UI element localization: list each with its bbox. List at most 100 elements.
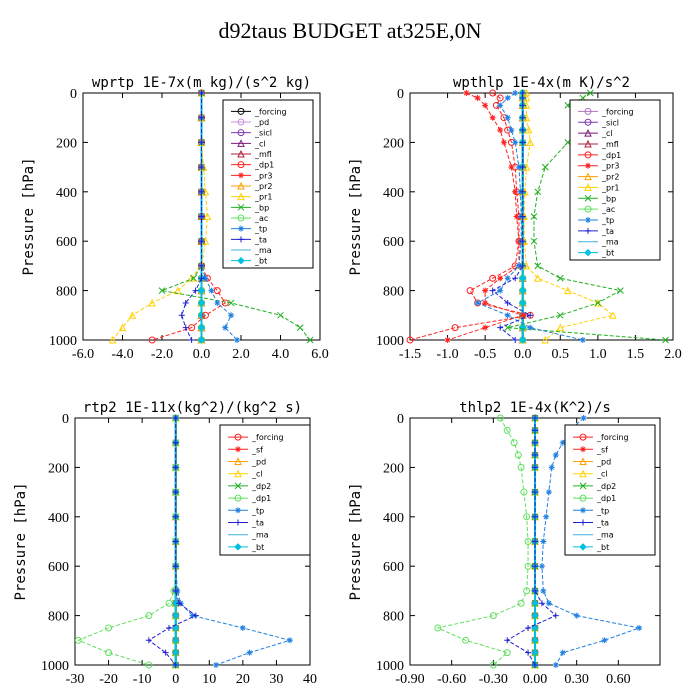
data-point — [520, 488, 528, 496]
data-point — [512, 275, 519, 282]
data-point — [489, 114, 496, 121]
legend-label: _bt — [596, 543, 609, 552]
legend-marker — [237, 192, 245, 201]
x-tick-label: -0.5 — [474, 347, 496, 362]
data-point — [214, 299, 221, 306]
data-point — [504, 299, 511, 306]
data-point — [148, 336, 156, 344]
y-axis-label: Pressure [hPa] — [13, 482, 29, 600]
data-point — [189, 612, 196, 619]
data-point — [497, 275, 504, 282]
legend-label: _dp1 — [254, 161, 274, 170]
chart-panel-3: rtp2 1E-11x(kg^2)/(kg^2 s) Pressure [hPa]… — [13, 400, 317, 687]
data-point — [580, 415, 587, 421]
data-point — [190, 274, 197, 282]
data-point — [545, 600, 552, 607]
data-point — [532, 439, 538, 446]
data-point — [198, 139, 205, 146]
data-point — [482, 324, 489, 331]
series-line — [112, 93, 208, 341]
data-point — [525, 624, 532, 631]
data-point — [531, 599, 539, 607]
series-tp — [474, 90, 586, 343]
x-tick-label: 1.5 — [627, 347, 645, 362]
x-tick-label: -10 — [133, 672, 152, 687]
legend-marker — [237, 214, 245, 222]
plot-frame — [409, 92, 674, 341]
data-point — [482, 299, 489, 306]
data-point — [198, 188, 205, 195]
x-tick-label: 0 — [172, 672, 179, 687]
data-point — [198, 164, 205, 171]
series-line — [506, 418, 557, 666]
data-point — [221, 299, 229, 307]
data-point — [552, 612, 559, 619]
data-point — [74, 636, 82, 644]
data-point — [197, 323, 206, 332]
x-tick-label: -0.60 — [437, 672, 466, 687]
data-point — [543, 513, 550, 520]
data-point — [538, 600, 545, 607]
data-point — [489, 612, 497, 620]
legend-box — [222, 99, 314, 269]
legend-marker — [584, 248, 592, 257]
data-point — [504, 114, 511, 121]
data-point — [541, 335, 550, 344]
data-point — [489, 89, 497, 97]
legend-marker — [237, 256, 245, 265]
data-point — [519, 164, 526, 171]
series-line — [541, 417, 642, 666]
legend-box — [219, 424, 311, 556]
data-point — [497, 127, 504, 134]
legend: _forcing_pd_sicl_cl_mfl_dp1_pr3_pr2_pr1_… — [222, 99, 314, 269]
data-point — [234, 337, 241, 343]
legend-marker — [237, 181, 245, 190]
legend: _forcing _sf _pd _cl _dp2 _dp1 _tp _ta _ma _bt — [219, 424, 311, 556]
legend-label: _sf — [251, 445, 263, 454]
legend-label: _mfl — [254, 150, 272, 159]
series-dp1 — [434, 414, 532, 669]
data-point — [489, 287, 496, 294]
data-point — [586, 89, 594, 97]
data-point — [500, 139, 507, 146]
legend-label: _ma — [254, 246, 272, 255]
data-point — [548, 464, 555, 471]
x-tick-label: 20 — [236, 672, 250, 687]
legend-label: _cl — [601, 129, 613, 138]
data-point — [118, 323, 127, 332]
series-line — [175, 418, 292, 666]
legend-marker — [584, 107, 592, 115]
data-point — [594, 299, 602, 307]
legend-marker — [237, 118, 245, 126]
legend-label: _tp — [596, 506, 609, 515]
x-tick-label: -6.0 — [72, 347, 94, 362]
x-tick-label: 0.0 — [193, 347, 211, 362]
data-point — [662, 336, 669, 344]
data-point — [527, 324, 534, 331]
series-line — [201, 93, 238, 341]
legend-label: _sicl — [254, 129, 272, 138]
legend-label: _ta — [254, 235, 267, 244]
data-point — [519, 94, 526, 101]
legend-marker — [585, 162, 591, 169]
data-point — [601, 637, 608, 644]
series-line — [77, 418, 177, 666]
data-point — [172, 636, 180, 645]
data-point — [105, 624, 113, 632]
data-point — [508, 164, 515, 171]
data-point — [482, 287, 489, 294]
legend-marker — [579, 494, 587, 502]
series-dp1 — [148, 89, 229, 344]
legend-marker — [235, 507, 241, 514]
data-point — [532, 489, 538, 496]
legend-label: _dp2 — [251, 482, 271, 491]
legend-marker — [238, 225, 244, 232]
legend-marker — [237, 203, 245, 211]
legend-marker — [235, 519, 241, 526]
data-point — [531, 648, 539, 657]
legend-marker — [237, 161, 245, 169]
data-point — [172, 415, 179, 421]
series-line — [181, 93, 202, 341]
y-tick-label: 200 — [56, 136, 77, 151]
data-point — [532, 563, 538, 570]
